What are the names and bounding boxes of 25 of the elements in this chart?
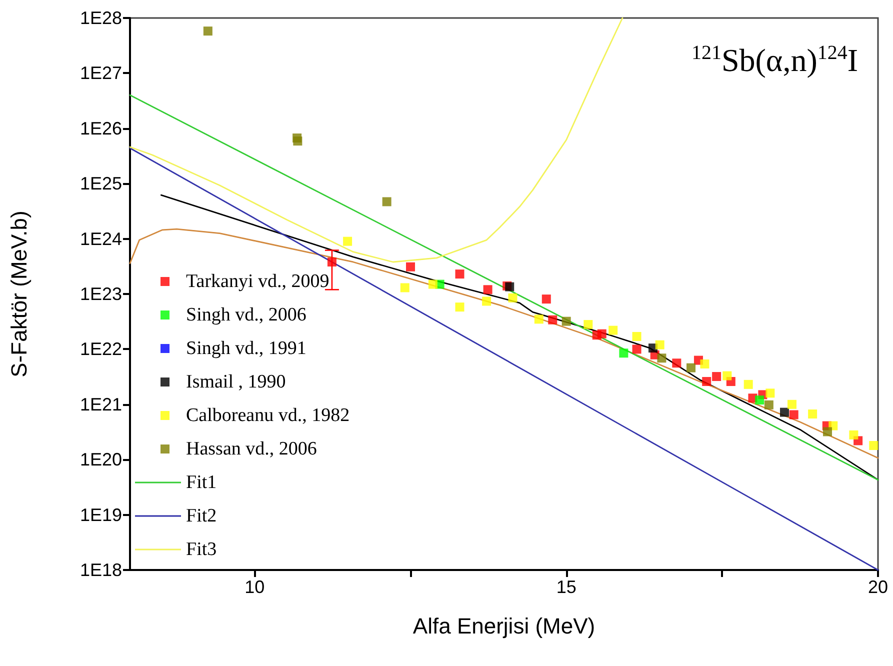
legend-label: Tarkanyi vd., 2009 [186,271,330,292]
y-tick-label: 1E21 [80,394,122,414]
legend-label: Fit3 [186,539,217,560]
y-tick-label: 1E25 [80,174,122,194]
y-tick-label: 1E22 [80,339,122,360]
y-tick-label: 1E27 [80,63,122,84]
y-tick-label: 1E19 [80,504,122,525]
y-tick-label: 1E20 [80,450,122,470]
legend-label: Ismail , 1990 [186,372,286,392]
y-tick-label: 1E28 [80,8,122,28]
y-axis-title: S-Faktör (MeV.b) [6,210,32,378]
y-tick-label: 1E18 [80,560,122,580]
legend-label: Fit1 [186,472,217,493]
legend-label: Singh vd., 1991 [186,338,306,359]
x-tick-label: 15 [556,577,576,597]
legend-label: Fit2 [186,506,217,526]
y-tick-label: 1E24 [80,228,122,249]
legend-label: Singh vd., 2006 [186,304,306,326]
x-axis-title: Alfa Enerjisi (MeV) [412,614,596,638]
x-tick-label: 20 [868,577,888,597]
legend-label: Hassan vd., 2006 [186,438,317,460]
legend-label: Calboreanu vd., 1982 [186,405,350,426]
y-tick-label: 1E23 [80,284,122,304]
x-tick-label: 10 [244,577,265,597]
y-tick-label: 1E26 [80,118,122,138]
